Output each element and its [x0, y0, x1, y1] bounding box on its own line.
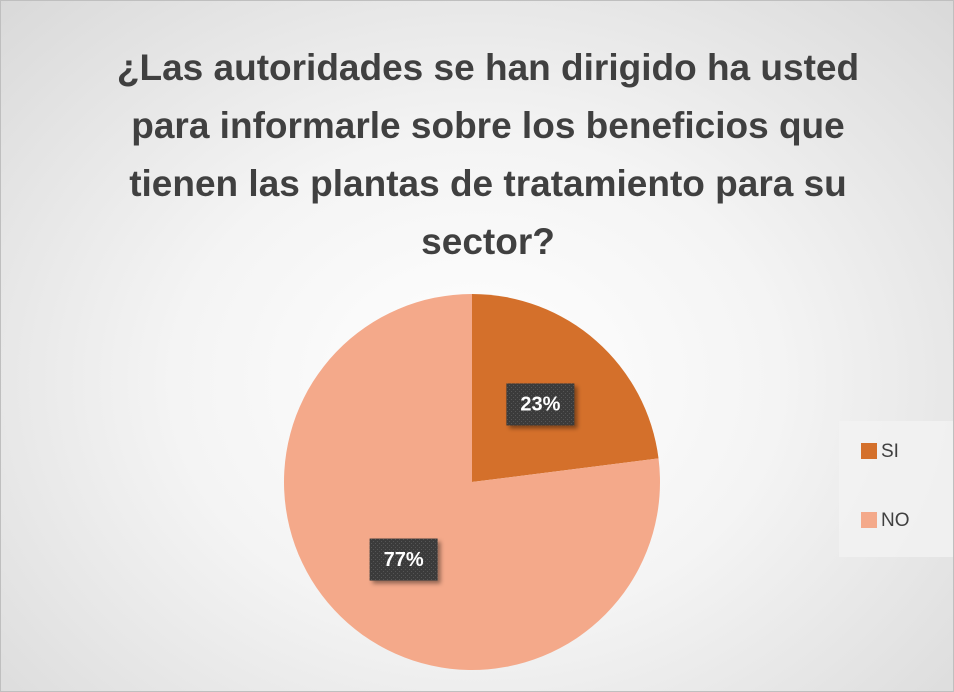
legend-label: SI — [881, 441, 899, 462]
legend-swatch — [861, 512, 877, 528]
legend-label: NO — [881, 510, 910, 531]
data-label-box — [369, 538, 438, 581]
data-label-box — [506, 383, 575, 426]
legend-box — [839, 421, 953, 557]
data-label: 23% — [520, 394, 560, 416]
legend-swatch — [861, 443, 877, 459]
chart-title: ¿Las autoridades se han dirigido ha uste… — [116, 47, 860, 262]
data-label: 77% — [384, 549, 424, 571]
